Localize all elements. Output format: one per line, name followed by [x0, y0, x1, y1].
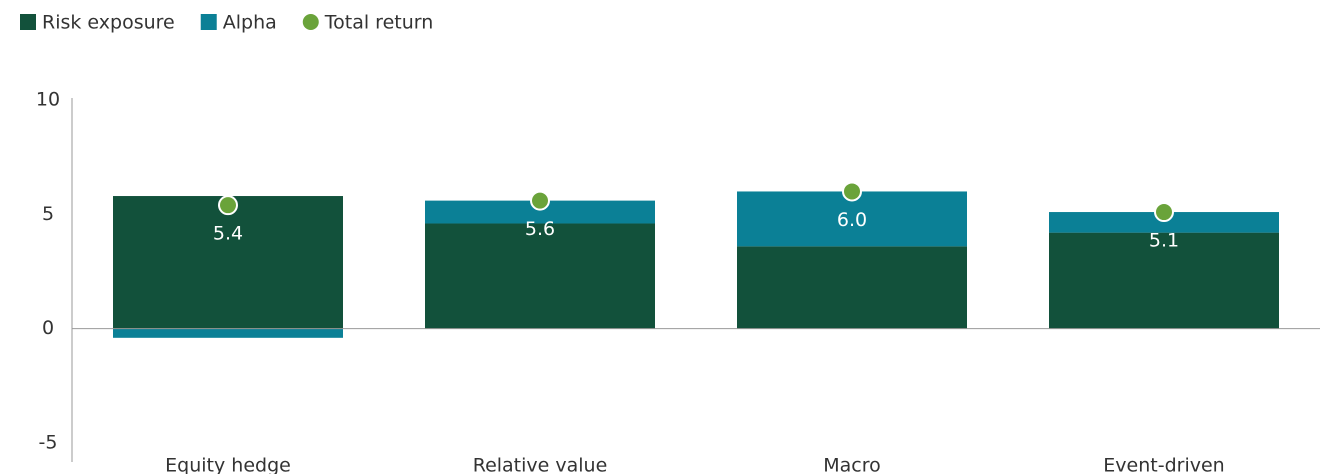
legend-swatch	[200, 14, 217, 30]
y-tick-label: -5	[39, 432, 58, 454]
value-label: 5.6	[525, 218, 555, 240]
bar	[113, 328, 343, 338]
x-tick-label: Equity hedge	[165, 455, 291, 474]
y-tick-label: 10	[36, 89, 60, 111]
bar	[425, 200, 655, 224]
x-tick-label: Relative value	[473, 455, 608, 474]
legend-swatch	[20, 14, 36, 30]
y-tick-label: 5	[42, 203, 54, 225]
value-label: 5.4	[213, 223, 243, 245]
bar	[113, 196, 343, 329]
legend-label: Risk exposure	[42, 12, 175, 34]
legend-label: Total return	[324, 12, 434, 34]
bar	[425, 223, 655, 329]
value-label: 5.1	[1149, 230, 1179, 252]
y-tick-label: 0	[42, 317, 54, 339]
legend-swatch	[302, 14, 319, 30]
total-return-dot	[1154, 202, 1174, 223]
bar	[1049, 232, 1279, 329]
x-tick-label: Event-driven	[1103, 455, 1224, 474]
legend-label: Alpha	[223, 12, 277, 34]
bar	[1049, 212, 1279, 233]
bar	[737, 246, 967, 329]
total-return-dot	[218, 195, 238, 216]
total-return-dot	[842, 181, 862, 202]
total-return-dot	[530, 190, 550, 211]
x-tick-label: Macro	[823, 455, 881, 474]
value-label: 6.0	[837, 209, 867, 231]
